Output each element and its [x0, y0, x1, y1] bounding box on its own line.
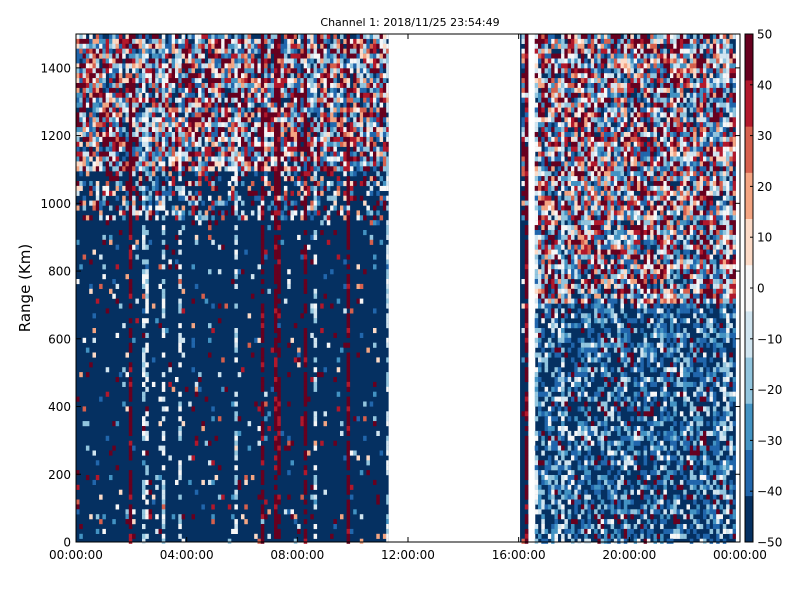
x-tick-label: 20:00:00 — [602, 548, 656, 562]
y-tick-label: 1000 — [40, 197, 71, 211]
colorbar-segment — [745, 34, 753, 81]
colorbar-segment — [745, 172, 753, 220]
y-tick-label: 200 — [48, 468, 71, 482]
y-tick-label: 0 — [63, 536, 71, 550]
chart-title: Channel 1: 2018/11/25 23:54:49 — [320, 16, 499, 29]
colorbar-segment — [745, 311, 753, 358]
colorbar-tick-label: −40 — [757, 485, 782, 499]
colorbar-segment — [745, 80, 753, 127]
colorbar-tick-label: 40 — [757, 78, 772, 92]
colorbar-segment — [745, 264, 753, 312]
colorbar-tick-label: −20 — [757, 383, 782, 397]
colorbar: 50 40 30 20 10 0 −10 −20 −30 −40 −50 — [744, 28, 782, 550]
y-tick-label: 1200 — [40, 129, 71, 143]
x-tick-label: 16:00:00 — [492, 548, 546, 562]
x-tick-label: 00:00:00 — [49, 548, 103, 562]
colorbar-tick-label: 20 — [757, 180, 772, 194]
y-tick-label: 600 — [48, 332, 71, 346]
x-tick-label: 12:00:00 — [381, 548, 435, 562]
y-tick-label: 1400 — [40, 61, 71, 75]
colorbar-segment — [745, 357, 753, 404]
colorbar-tick-label: 30 — [757, 129, 772, 143]
colorbar-segment — [745, 403, 753, 450]
colorbar-tick-label: 10 — [757, 231, 772, 245]
x-tick-label: 00:00:00 — [713, 548, 767, 562]
colorbar-tick-label: −50 — [757, 536, 782, 550]
y-tick-label: 800 — [48, 265, 71, 279]
colorbar-segment — [745, 449, 753, 497]
colorbar-segment — [745, 126, 753, 173]
y-tick-label: 400 — [48, 400, 71, 414]
colorbar-tick-label: 50 — [757, 28, 772, 42]
colorbar-tick-label: −30 — [757, 434, 782, 448]
colorbar-segment — [745, 218, 753, 266]
colorbar-segment — [745, 495, 753, 543]
x-axis: 00:00:00 04:00:00 08:00:00 12:00:00 16:00:00… — [49, 34, 767, 562]
y-axis: 0 200 400 600 800 1000 1200 1400 — [40, 61, 740, 550]
heatmap-cells — [76, 34, 736, 544]
x-tick-label: 04:00:00 — [160, 548, 214, 562]
colorbar-tick-label: −10 — [757, 332, 782, 346]
y-axis-label: Range (Km) — [16, 244, 34, 332]
colorbar-tick-label: 0 — [757, 282, 765, 296]
x-tick-label: 08:00:00 — [270, 548, 324, 562]
